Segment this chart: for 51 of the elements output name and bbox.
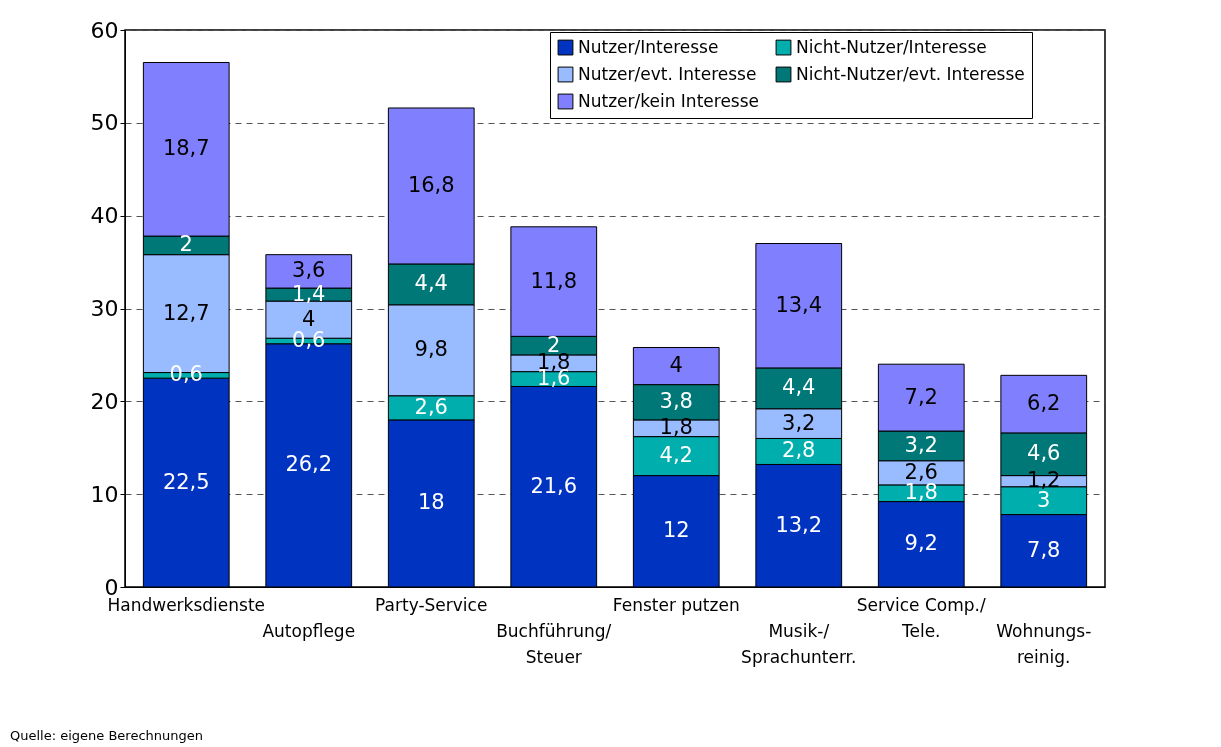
data-label: 26,2 bbox=[285, 452, 333, 477]
x-tick-label: Party-Service bbox=[375, 594, 488, 615]
data-label: 18,7 bbox=[162, 136, 210, 161]
data-label: 4,4 bbox=[414, 271, 448, 296]
legend-label: Nicht-Nutzer/evt. Interesse bbox=[796, 63, 1025, 84]
x-tick-label: Service Comp./ Tele. bbox=[856, 594, 987, 641]
data-label: 12,7 bbox=[162, 300, 210, 325]
x-tick-label: Buchführung/ Steuer bbox=[496, 620, 612, 667]
data-label: 7,8 bbox=[1027, 537, 1061, 562]
data-label: 7,2 bbox=[904, 384, 938, 409]
data-label: 21,6 bbox=[530, 473, 578, 498]
data-label: 13,2 bbox=[775, 512, 823, 537]
data-label: 4,6 bbox=[1027, 441, 1061, 466]
data-label: 18 bbox=[417, 490, 445, 515]
data-label: 1,4 bbox=[292, 281, 326, 306]
data-label: 3,6 bbox=[292, 258, 326, 283]
legend-label: Nutzer/kein Interesse bbox=[578, 90, 760, 111]
data-label: 9,2 bbox=[904, 531, 938, 556]
y-tick-label: 30 bbox=[90, 296, 119, 321]
x-tick-label: Fenster putzen bbox=[612, 594, 740, 615]
data-label: 4,2 bbox=[659, 443, 693, 468]
y-tick-label: 20 bbox=[90, 388, 119, 414]
legend-label: Nicht-Nutzer/Interesse bbox=[796, 36, 987, 57]
data-label: 2,6 bbox=[414, 394, 448, 419]
data-label: 2,8 bbox=[782, 438, 816, 463]
x-tick-label: Handwerksdienste bbox=[107, 594, 266, 615]
data-label: 16,8 bbox=[407, 172, 455, 197]
data-label: 4,4 bbox=[782, 375, 816, 400]
data-label: 9,8 bbox=[414, 337, 448, 362]
data-label: 6,2 bbox=[1027, 391, 1061, 416]
data-label: 3,2 bbox=[904, 432, 938, 457]
legend-label: Nutzer/evt. Interesse bbox=[578, 63, 757, 84]
legend-label: Nutzer/Interesse bbox=[578, 36, 719, 57]
data-label: 3,8 bbox=[659, 389, 693, 414]
x-tick-label: Autopflege bbox=[262, 620, 356, 641]
source-note: Quelle: eigene Berechnungen bbox=[10, 728, 204, 743]
data-label: 22,5 bbox=[162, 469, 210, 494]
data-label: 12 bbox=[662, 518, 690, 543]
y-tick-label: 50 bbox=[90, 110, 119, 136]
data-label: 4 bbox=[302, 306, 316, 331]
data-label: 13,4 bbox=[775, 292, 823, 317]
data-label: 1,8 bbox=[659, 415, 693, 440]
data-label: 2 bbox=[179, 232, 193, 257]
x-tick-label: Musik-/ Sprachunterr. bbox=[741, 620, 857, 667]
y-tick-label: 40 bbox=[90, 203, 119, 229]
data-label: 11,8 bbox=[530, 268, 578, 293]
data-label: 3,2 bbox=[782, 410, 816, 435]
y-tick-label: 10 bbox=[90, 481, 119, 507]
data-label: 4 bbox=[669, 353, 683, 378]
x-tick-label: Wohnungs- reinig. bbox=[996, 620, 1092, 667]
y-tick-label: 60 bbox=[90, 17, 119, 43]
